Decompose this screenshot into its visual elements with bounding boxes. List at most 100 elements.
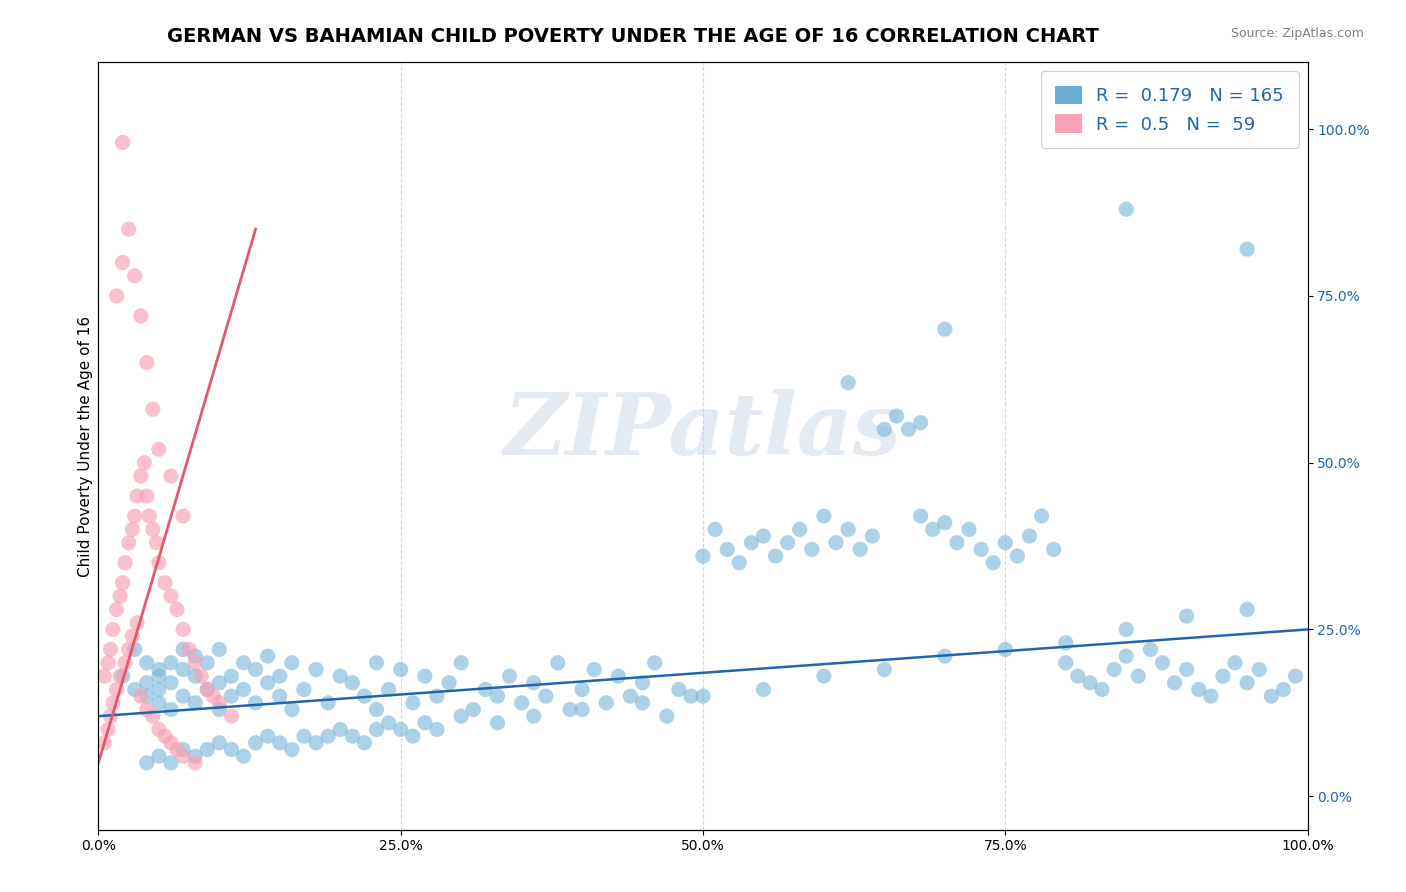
- Bahamians: [118, 642, 141, 657]
- Bahamians: [135, 489, 157, 503]
- Germans: [135, 675, 157, 690]
- Germans: [195, 656, 218, 670]
- Germans: [377, 715, 399, 730]
- Germans: [377, 682, 399, 697]
- Germans: [245, 696, 267, 710]
- Germans: [825, 535, 848, 549]
- Germans: [668, 682, 690, 697]
- Bahamians: [97, 723, 120, 737]
- Germans: [752, 529, 775, 543]
- Germans: [1115, 649, 1137, 664]
- Germans: [172, 689, 194, 703]
- Bahamians: [142, 709, 165, 723]
- Germans: [1152, 656, 1174, 670]
- Bahamians: [166, 742, 188, 756]
- Germans: [135, 656, 157, 670]
- Bahamians: [111, 575, 134, 590]
- Bahamians: [101, 623, 124, 637]
- Germans: [221, 689, 243, 703]
- Germans: [910, 416, 932, 430]
- Germans: [765, 549, 787, 563]
- Bahamians: [160, 469, 183, 483]
- Germans: [860, 529, 883, 543]
- Bahamians: [127, 615, 149, 630]
- Bahamians: [135, 702, 157, 716]
- Bahamians: [148, 723, 170, 737]
- Bahamians: [93, 736, 115, 750]
- Germans: [426, 723, 449, 737]
- Germans: [534, 689, 557, 703]
- Germans: [342, 729, 364, 743]
- Germans: [981, 556, 1004, 570]
- Germans: [994, 535, 1017, 549]
- Germans: [583, 663, 606, 677]
- Bahamians: [172, 623, 194, 637]
- Germans: [316, 729, 339, 743]
- Germans: [329, 669, 352, 683]
- Germans: [1175, 663, 1198, 677]
- Bahamians: [153, 729, 176, 743]
- Germans: [292, 729, 315, 743]
- Germans: [1284, 669, 1306, 683]
- Germans: [934, 322, 956, 336]
- Bahamians: [127, 489, 149, 503]
- Germans: [1054, 636, 1077, 650]
- Germans: [1007, 549, 1029, 563]
- Germans: [486, 715, 509, 730]
- Germans: [160, 675, 183, 690]
- Germans: [221, 669, 243, 683]
- Text: Source: ZipAtlas.com: Source: ZipAtlas.com: [1230, 27, 1364, 40]
- Bahamians: [134, 456, 156, 470]
- Bahamians: [145, 535, 167, 549]
- Bahamians: [114, 556, 136, 570]
- Germans: [160, 702, 183, 716]
- Germans: [897, 422, 920, 436]
- Germans: [281, 702, 304, 716]
- Germans: [486, 689, 509, 703]
- Germans: [402, 696, 425, 710]
- Bahamians: [172, 509, 194, 524]
- Germans: [946, 535, 969, 549]
- Germans: [208, 702, 231, 716]
- Germans: [148, 682, 170, 697]
- Germans: [776, 535, 799, 549]
- Germans: [510, 696, 533, 710]
- Germans: [208, 642, 231, 657]
- Bahamians: [105, 289, 128, 303]
- Germans: [655, 709, 678, 723]
- Germans: [184, 669, 207, 683]
- Germans: [813, 669, 835, 683]
- Germans: [994, 642, 1017, 657]
- Bahamians: [142, 402, 165, 417]
- Bahamians: [129, 689, 152, 703]
- Germans: [160, 756, 183, 770]
- Germans: [1128, 669, 1150, 683]
- Germans: [292, 682, 315, 697]
- Bahamians: [118, 222, 141, 236]
- Germans: [1115, 623, 1137, 637]
- Germans: [1091, 682, 1114, 697]
- Bahamians: [101, 696, 124, 710]
- Germans: [1102, 663, 1125, 677]
- Germans: [413, 669, 436, 683]
- Bahamians: [184, 756, 207, 770]
- Germans: [934, 516, 956, 530]
- Germans: [160, 656, 183, 670]
- Germans: [957, 522, 980, 536]
- Germans: [148, 669, 170, 683]
- Germans: [1199, 689, 1222, 703]
- Germans: [172, 642, 194, 657]
- Germans: [450, 709, 472, 723]
- Bahamians: [135, 356, 157, 370]
- Bahamians: [97, 656, 120, 670]
- Germans: [1236, 675, 1258, 690]
- Bahamians: [172, 749, 194, 764]
- Germans: [281, 742, 304, 756]
- Germans: [595, 696, 617, 710]
- Germans: [547, 656, 569, 670]
- Germans: [934, 649, 956, 664]
- Germans: [1163, 675, 1185, 690]
- Germans: [232, 682, 254, 697]
- Bahamians: [184, 656, 207, 670]
- Germans: [256, 729, 278, 743]
